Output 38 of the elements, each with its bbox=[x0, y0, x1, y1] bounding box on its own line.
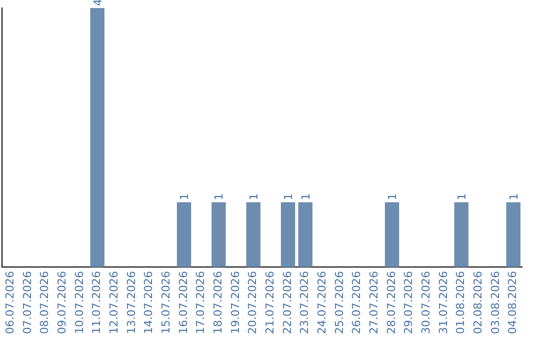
x-tick-label: 11.07.2026 bbox=[90, 271, 104, 334]
x-tick-label: 16.07.2026 bbox=[176, 271, 190, 334]
x-tick-label: 27.07.2026 bbox=[368, 271, 381, 334]
data-label: 1 bbox=[507, 193, 520, 200]
data-label: 1 bbox=[386, 193, 399, 200]
x-tick-label: 28.07.2026 bbox=[384, 271, 398, 334]
data-label: 1 bbox=[455, 193, 468, 200]
x-tick-label: 26.07.2026 bbox=[350, 271, 364, 334]
data-label: 1 bbox=[178, 193, 191, 200]
data-label: 1 bbox=[212, 193, 226, 200]
x-tick-label: 22.07.2026 bbox=[280, 271, 294, 334]
x-tick-label: 24.07.2026 bbox=[316, 271, 329, 334]
data-label: 1 bbox=[282, 193, 295, 200]
x-tick-label: 08.07.2026 bbox=[38, 271, 52, 334]
x-tick-label: 06.07.2026 bbox=[4, 271, 17, 334]
x-tick-label: 23.07.2026 bbox=[298, 271, 312, 334]
data-label: 1 bbox=[247, 193, 260, 200]
x-tick-label: 25.07.2026 bbox=[332, 271, 346, 334]
x-tick-label: 13.07.2026 bbox=[124, 271, 138, 334]
x-tick-label: 12.07.2026 bbox=[108, 271, 121, 334]
x-tick-label: 17.07.2026 bbox=[194, 271, 208, 334]
x-tick-label: 14.07.2026 bbox=[142, 271, 156, 334]
x-tick-label: 19.07.2026 bbox=[228, 271, 242, 334]
x-tick-label: 03.08.2026 bbox=[488, 271, 502, 334]
x-tick-label: 21.07.2026 bbox=[264, 271, 277, 334]
x-tick-label: 02.08.2026 bbox=[472, 271, 485, 334]
x-tick-label: 10.07.2026 bbox=[72, 271, 86, 334]
x-tick-label: 20.07.2026 bbox=[246, 271, 260, 334]
x-tick-label: 07.07.2026 bbox=[20, 271, 34, 334]
data-label: 1 bbox=[299, 193, 312, 200]
x-tick-label: 18.07.2026 bbox=[212, 271, 225, 334]
x-tick-label: 04.08.2026 bbox=[506, 271, 520, 334]
x-tick-label: 31.07.2026 bbox=[436, 271, 450, 334]
x-tick-label: 15.07.2026 bbox=[160, 271, 173, 334]
x-tick-label: 09.07.2026 bbox=[56, 271, 69, 334]
x-tick-label: 01.08.2026 bbox=[454, 271, 468, 334]
x-tick-label: 29.07.2026 bbox=[402, 271, 416, 334]
x-tick-label: 30.07.2026 bbox=[420, 271, 433, 334]
